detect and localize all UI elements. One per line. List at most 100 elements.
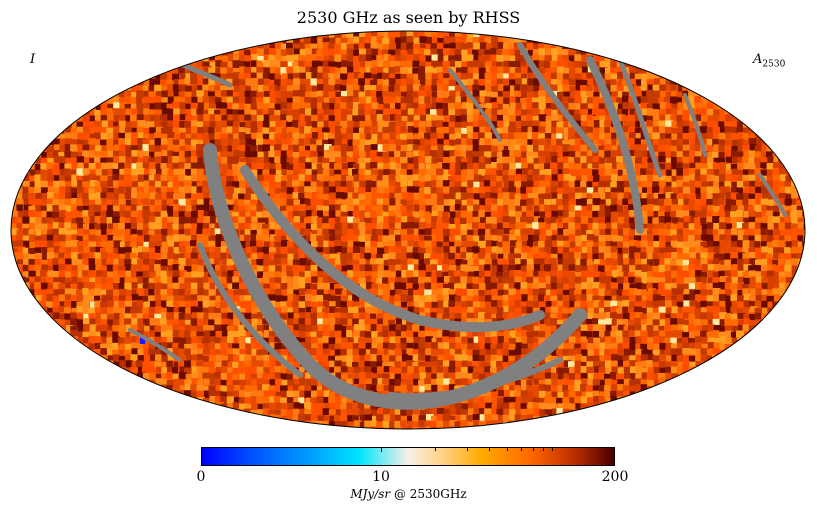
map-pixel [263, 96, 272, 104]
map-pixel [425, 61, 432, 68]
map-pixel [358, 175, 367, 182]
map-pixel [215, 156, 222, 163]
map-pixel [173, 187, 181, 196]
map-pixel [760, 264, 769, 272]
map-pixel [412, 247, 420, 254]
map-pixel [143, 241, 150, 249]
map-pixel [88, 121, 97, 129]
map-pixel [701, 264, 709, 273]
map-pixel [532, 282, 540, 291]
map-pixel [502, 103, 510, 111]
map-pixel [586, 234, 595, 241]
map-pixel [52, 163, 60, 172]
map-pixel [580, 85, 587, 93]
map-pixel [604, 162, 612, 170]
map-pixel [539, 180, 548, 187]
map-pixel [178, 258, 187, 266]
map-pixel [413, 259, 420, 267]
map-pixel [130, 264, 137, 272]
map-pixel [515, 121, 524, 128]
map-pixel [586, 187, 594, 194]
map-pixel [509, 229, 517, 237]
map-pixel [412, 43, 421, 52]
map-pixel [748, 270, 756, 278]
map-pixel [443, 73, 450, 81]
map-pixel [89, 133, 97, 140]
map-pixel [208, 108, 216, 116]
map-pixel [77, 211, 84, 220]
map-pixel [605, 271, 614, 279]
map-pixel [167, 258, 175, 266]
map-pixel [455, 91, 462, 98]
map-pixel [215, 253, 224, 261]
map-pixel [100, 157, 108, 165]
map-pixel [467, 132, 476, 139]
map-pixel [136, 114, 144, 121]
map-pixel [311, 210, 318, 219]
map-pixel [293, 282, 301, 290]
map-pixel [172, 84, 181, 92]
map-pixel [586, 229, 593, 237]
map-pixel [275, 204, 284, 213]
map-pixel [575, 120, 583, 128]
map-pixel [695, 187, 703, 195]
map-pixel [65, 181, 72, 188]
map-pixel [509, 192, 516, 200]
map-pixel [167, 144, 175, 151]
map-pixel [695, 276, 703, 284]
map-pixel [334, 174, 341, 182]
map-pixel [527, 288, 535, 295]
map-pixel [568, 78, 577, 85]
map-pixel [136, 103, 144, 111]
map-pixel [202, 228, 210, 235]
map-pixel [484, 121, 492, 130]
map-pixel [545, 229, 553, 237]
map-pixel [496, 127, 505, 136]
map-pixel [539, 121, 548, 129]
map-pixel [742, 288, 750, 296]
map-pixel [65, 282, 73, 290]
map-pixel [148, 109, 155, 118]
map-pixel [575, 169, 582, 177]
map-pixel [520, 282, 528, 290]
map-pixel [623, 234, 630, 242]
map-pixel [503, 73, 511, 81]
map-pixel [772, 187, 780, 196]
map-pixel [71, 132, 80, 141]
map-pixel [700, 217, 707, 226]
map-pixel [197, 271, 205, 279]
map-pixel [803, 234, 805, 242]
map-pixel [538, 96, 546, 105]
map-pixel [413, 217, 422, 225]
map-pixel [178, 205, 186, 214]
map-pixel [76, 217, 84, 225]
map-pixel [347, 192, 355, 199]
map-pixel [274, 103, 282, 112]
map-pixel [634, 90, 643, 97]
map-pixel [581, 235, 589, 243]
map-pixel [700, 259, 708, 267]
map-pixel [454, 49, 463, 57]
map-pixel [347, 259, 354, 267]
map-pixel [431, 205, 439, 214]
map-pixel [304, 198, 312, 206]
map-pixel [142, 85, 150, 92]
map-pixel [509, 91, 518, 99]
map-pixel [251, 67, 258, 75]
map-pixel [340, 90, 348, 99]
map-pixel [688, 283, 696, 290]
map-pixel [731, 156, 740, 164]
map-pixel [544, 193, 551, 201]
map-pixel [173, 295, 180, 302]
map-pixel [778, 258, 785, 267]
map-pixel [346, 48, 355, 57]
map-pixel [736, 151, 745, 159]
map-pixel [65, 247, 73, 255]
map-pixel [755, 186, 762, 194]
map-pixel [395, 168, 402, 176]
map-pixel [592, 115, 601, 123]
map-pixel [610, 169, 617, 176]
map-pixel [586, 289, 593, 296]
map-pixel [431, 210, 439, 218]
map-pixel [149, 133, 156, 142]
